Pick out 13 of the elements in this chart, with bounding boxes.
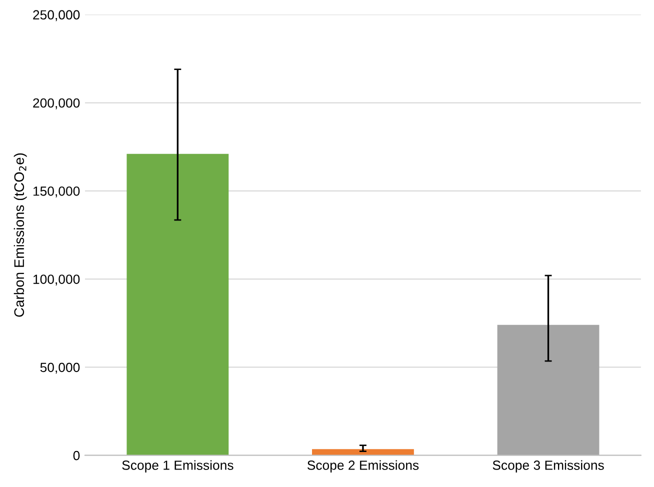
y-tick-label: 50,000 (40, 362, 80, 374)
x-tick-label: Scope 1 Emissions (122, 460, 234, 473)
y-tick-label: 150,000 (33, 186, 80, 198)
y-axis-title: Carbon Emissions (tCO$_{2}$e) (14, 153, 27, 317)
y-tick-label: 0 (73, 450, 80, 460)
bar (126, 154, 229, 456)
bar (312, 449, 414, 456)
y-tick-label: 250,000 (33, 10, 80, 22)
x-tick-label: Scope 2 Emissions (307, 460, 419, 473)
bar (497, 324, 600, 456)
y-tick-label: 200,000 (33, 98, 80, 110)
y-tick-label: 100,000 (33, 274, 80, 286)
x-tick-label: Scope 3 Emissions (492, 460, 604, 473)
